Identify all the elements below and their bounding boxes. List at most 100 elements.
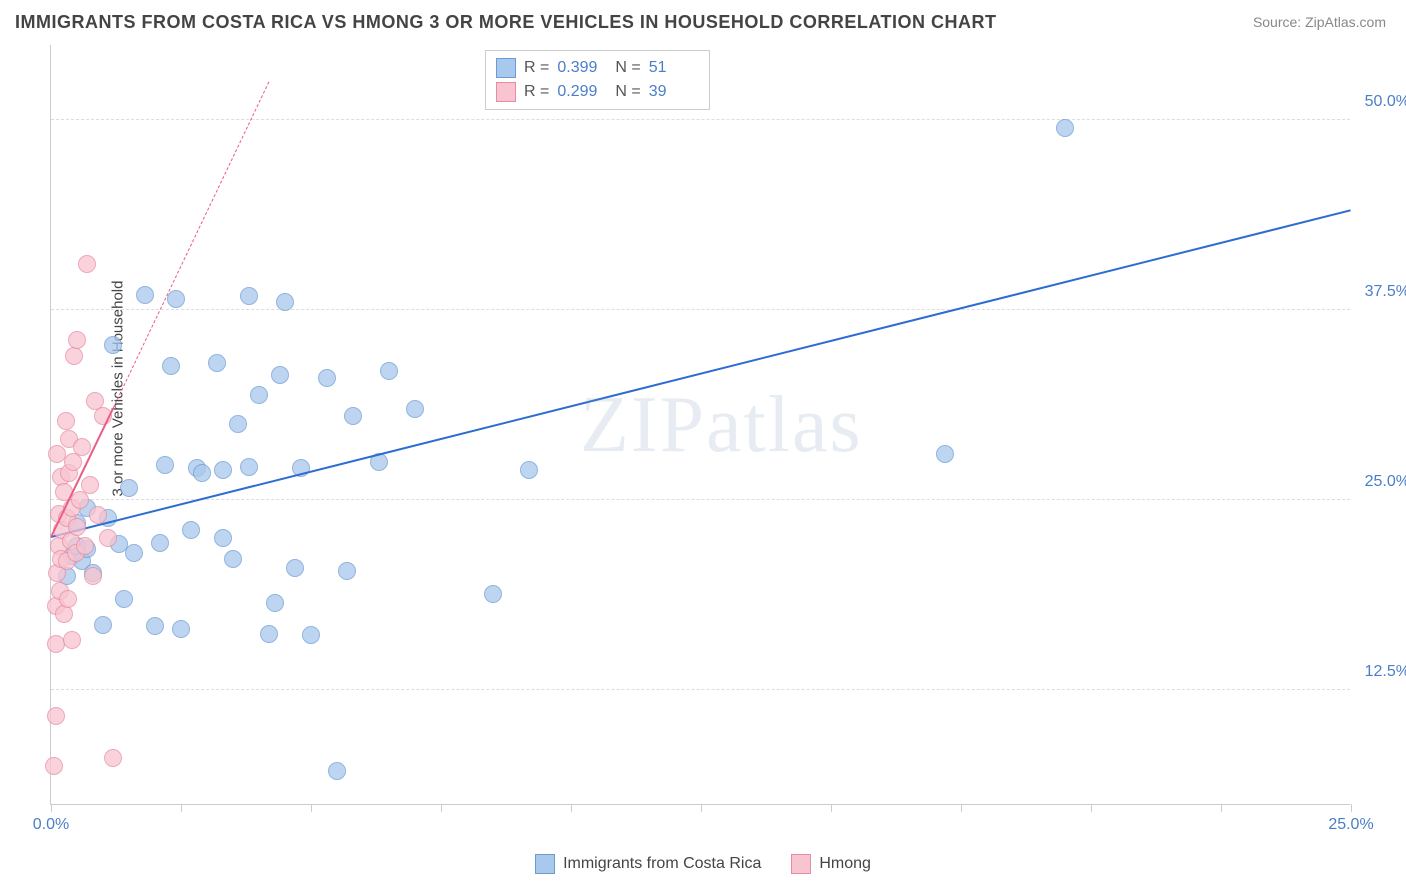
legend-item: Hmong	[791, 854, 871, 874]
gridline-horizontal	[51, 689, 1350, 690]
scatter-point	[47, 707, 65, 725]
x-tick-mark	[311, 804, 312, 812]
stat-n-value: 51	[649, 59, 699, 77]
scatter-point	[936, 445, 954, 463]
scatter-point	[520, 461, 538, 479]
legend-swatch	[496, 58, 516, 78]
scatter-point	[55, 605, 73, 623]
scatter-point	[136, 286, 154, 304]
scatter-point	[229, 415, 247, 433]
scatter-point	[104, 749, 122, 767]
scatter-point	[240, 287, 258, 305]
scatter-point	[115, 590, 133, 608]
scatter-point	[1056, 119, 1074, 137]
scatter-point	[156, 456, 174, 474]
scatter-point	[84, 567, 102, 585]
stat-legend-row: R = 0.399 N = 51	[496, 56, 699, 80]
scatter-point	[172, 620, 190, 638]
trend-line	[51, 209, 1351, 538]
scatter-point	[286, 559, 304, 577]
scatter-point	[104, 336, 122, 354]
legend-label: Immigrants from Costa Rica	[563, 855, 761, 873]
scatter-point	[73, 438, 91, 456]
y-tick-label: 50.0%	[1365, 93, 1406, 111]
scatter-point	[63, 631, 81, 649]
x-tick-mark	[181, 804, 182, 812]
stat-n-label: N =	[615, 59, 640, 77]
stat-n-label: N =	[615, 83, 640, 101]
x-tick-mark	[831, 804, 832, 812]
scatter-point	[484, 585, 502, 603]
scatter-point	[99, 529, 117, 547]
scatter-point	[89, 506, 107, 524]
scatter-point	[68, 518, 86, 536]
y-tick-label: 25.0%	[1365, 473, 1406, 491]
x-tick-mark	[1351, 804, 1352, 812]
correlation-stats-legend: R = 0.399 N = 51 R = 0.299 N = 39	[485, 50, 710, 110]
scatter-point	[65, 347, 83, 365]
scatter-point	[240, 458, 258, 476]
scatter-point	[380, 362, 398, 380]
gridline-horizontal	[51, 499, 1350, 500]
scatter-point	[266, 594, 284, 612]
source-attribution: Source: ZipAtlas.com	[1253, 14, 1386, 30]
gridline-horizontal	[51, 119, 1350, 120]
stat-n-value: 39	[649, 83, 699, 101]
scatter-point	[78, 255, 96, 273]
scatter-point	[64, 453, 82, 471]
scatter-point	[68, 331, 86, 349]
trend-line-dashed	[113, 81, 270, 408]
scatter-point	[328, 762, 346, 780]
stat-r-value: 0.299	[557, 83, 607, 101]
legend-swatch	[791, 854, 811, 874]
scatter-point	[318, 369, 336, 387]
scatter-point	[338, 562, 356, 580]
x-tick-mark	[441, 804, 442, 812]
scatter-point	[120, 479, 138, 497]
scatter-point	[260, 625, 278, 643]
scatter-point	[162, 357, 180, 375]
y-tick-label: 37.5%	[1365, 283, 1406, 301]
scatter-point	[125, 544, 143, 562]
scatter-point	[250, 386, 268, 404]
scatter-point	[208, 354, 226, 372]
chart-title: IMMIGRANTS FROM COSTA RICA VS HMONG 3 OR…	[15, 12, 997, 33]
scatter-point	[146, 617, 164, 635]
scatter-point	[57, 412, 75, 430]
gridline-horizontal	[51, 309, 1350, 310]
scatter-point	[151, 534, 169, 552]
stat-r-value: 0.399	[557, 59, 607, 77]
scatter-point	[214, 461, 232, 479]
x-tick-mark	[701, 804, 702, 812]
scatter-point	[276, 293, 294, 311]
scatter-point	[81, 476, 99, 494]
stat-r-label: R =	[524, 83, 549, 101]
scatter-point	[182, 521, 200, 539]
scatter-point	[302, 626, 320, 644]
scatter-point	[193, 464, 211, 482]
scatter-point	[94, 616, 112, 634]
x-tick-mark	[571, 804, 572, 812]
scatter-point	[406, 400, 424, 418]
chart-plot-area: 12.5%25.0%37.5%50.0%0.0%25.0%	[50, 45, 1350, 805]
legend-item: Immigrants from Costa Rica	[535, 854, 761, 874]
scatter-point	[71, 491, 89, 509]
scatter-point	[214, 529, 232, 547]
x-tick-mark	[51, 804, 52, 812]
scatter-point	[76, 537, 94, 555]
x-tick-mark	[1091, 804, 1092, 812]
scatter-point	[344, 407, 362, 425]
y-tick-label: 12.5%	[1365, 663, 1406, 681]
x-tick-mark	[1221, 804, 1222, 812]
scatter-point	[167, 290, 185, 308]
x-tick-mark	[961, 804, 962, 812]
scatter-point	[59, 590, 77, 608]
stat-legend-row: R = 0.299 N = 39	[496, 80, 699, 104]
scatter-point	[271, 366, 289, 384]
legend-swatch	[496, 82, 516, 102]
stat-r-label: R =	[524, 59, 549, 77]
legend-label: Hmong	[819, 855, 871, 873]
x-tick-label: 25.0%	[1328, 816, 1373, 834]
scatter-point	[224, 550, 242, 568]
scatter-point	[45, 757, 63, 775]
